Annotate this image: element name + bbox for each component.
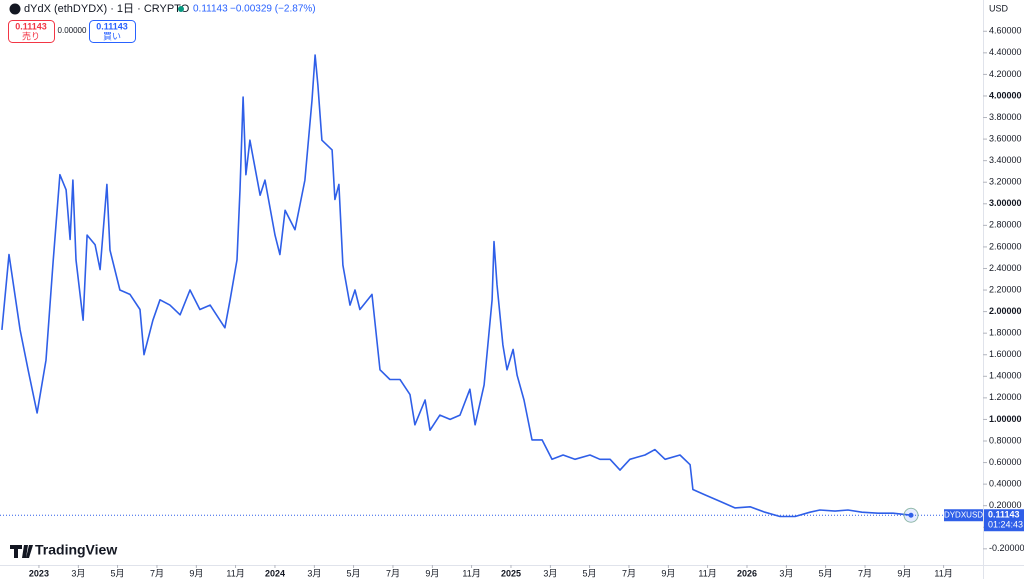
sell-label: 売り bbox=[22, 30, 40, 41]
symbol-title: dYdX (ethDYDX) · 1日 · CRYPTO bbox=[24, 3, 190, 15]
sell-button[interactable] bbox=[8, 20, 55, 43]
x-tick-label: 7月 bbox=[150, 568, 164, 578]
x-tick-label: 5月 bbox=[347, 568, 361, 578]
y-tick-label: 4.40000 bbox=[989, 47, 1022, 57]
x-tick-label: 2025 bbox=[501, 568, 521, 578]
x-tick-label: 11月 bbox=[226, 568, 244, 578]
price-tag bbox=[984, 509, 1024, 532]
x-tick-label: 7月 bbox=[386, 568, 400, 578]
x-tick-label: 5月 bbox=[819, 568, 833, 578]
market-status bbox=[178, 6, 184, 12]
price-change: −0.00329 (−2.87%) bbox=[230, 4, 316, 15]
y-tick-label: 3.80000 bbox=[989, 112, 1022, 122]
x-tick-label: 9月 bbox=[897, 568, 911, 578]
y-tick-label: 3.60000 bbox=[989, 133, 1022, 143]
symbol-tag bbox=[944, 509, 983, 522]
x-tick-label: 11月 bbox=[698, 568, 716, 578]
y-tick-label: 1.60000 bbox=[989, 349, 1022, 359]
y-tick-label: 1.40000 bbox=[989, 371, 1022, 381]
x-tick-label: 9月 bbox=[189, 568, 203, 578]
x-tick-label: 11月 bbox=[462, 568, 480, 578]
y-tick-label: 2.20000 bbox=[989, 284, 1022, 294]
x-tick-label: 3月 bbox=[543, 568, 557, 578]
x-tick-label: 9月 bbox=[661, 568, 675, 578]
buy-price: 0.11143 bbox=[96, 21, 128, 31]
countdown: 01:24:43 bbox=[988, 520, 1023, 530]
price-line bbox=[1, 54, 912, 518]
x-tick-label: 9月 bbox=[425, 568, 439, 578]
y-tick-label: 3.20000 bbox=[989, 177, 1022, 187]
y-tick-label: -0.20000 bbox=[989, 543, 1024, 553]
x-tick-label: 3月 bbox=[779, 568, 793, 578]
buy-button[interactable] bbox=[89, 20, 136, 43]
x-tick-label: 5月 bbox=[111, 568, 125, 578]
y-tick-label: 2.00000 bbox=[989, 306, 1022, 316]
last-price: 0.11143 bbox=[193, 4, 228, 15]
y-tick-label: 0.20000 bbox=[989, 500, 1022, 510]
x-tick-label: 2026 bbox=[737, 568, 757, 578]
buy-label: 買い bbox=[103, 31, 121, 41]
y-tick-label: 1.00000 bbox=[989, 414, 1022, 424]
x-tick-label: 2023 bbox=[29, 568, 49, 578]
x-tick-label: 3月 bbox=[307, 568, 321, 578]
x-tick-label: 5月 bbox=[583, 568, 597, 578]
last-point bbox=[908, 512, 914, 518]
x-tick-label: 11月 bbox=[934, 568, 952, 578]
x-tick-label: 2024 bbox=[265, 568, 285, 578]
y-tick-label: 4.00000 bbox=[989, 90, 1022, 100]
x-tick-label: 7月 bbox=[622, 568, 636, 578]
spread: 0.00000 bbox=[58, 26, 87, 35]
price-tag-label: 0.11143 bbox=[988, 510, 1020, 520]
y-tick-label: 1.80000 bbox=[989, 328, 1022, 338]
symbol-tag-label: DYDXUSD bbox=[944, 510, 983, 519]
y-tick-label: 3.40000 bbox=[989, 155, 1022, 165]
x-tick-label: 3月 bbox=[71, 568, 85, 578]
y-tick-label: 0.40000 bbox=[989, 479, 1022, 489]
y-tick-label: 1.20000 bbox=[989, 392, 1022, 402]
y-tick-label: 3.00000 bbox=[989, 198, 1022, 208]
y-tick-label: 4.60000 bbox=[989, 26, 1022, 36]
y-tick-label: 4.20000 bbox=[989, 69, 1022, 79]
y-tick-label: 0.80000 bbox=[989, 435, 1022, 445]
sell-price: 0.11143 bbox=[15, 21, 47, 31]
currency: USD bbox=[989, 3, 1009, 13]
brand: TradingView bbox=[35, 542, 117, 558]
y-tick-label: 2.80000 bbox=[989, 220, 1022, 230]
y-tick-label: 2.60000 bbox=[989, 241, 1022, 251]
brand-logo bbox=[10, 545, 33, 558]
symbol-icon bbox=[9, 3, 21, 15]
y-tick-label: 2.40000 bbox=[989, 263, 1022, 273]
x-tick-label: 7月 bbox=[858, 568, 872, 578]
y-tick-label: 0.60000 bbox=[989, 457, 1022, 467]
